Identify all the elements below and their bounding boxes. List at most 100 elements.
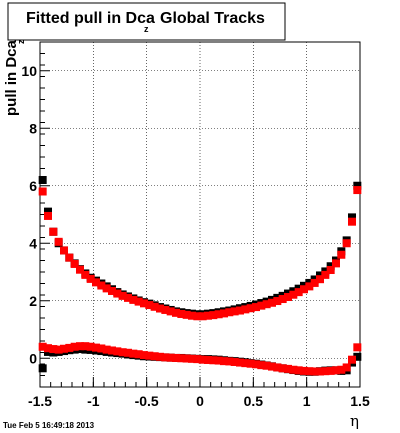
data-point [38,364,47,373]
data-point [70,342,79,351]
data-point [182,354,191,363]
y-axis-title: pull in Dca [3,40,20,117]
data-point [134,297,143,306]
data-point [76,265,84,274]
data-point [294,366,303,375]
data-point [220,309,228,318]
data-point [241,305,250,314]
data-point [326,265,335,274]
data-point [65,343,74,352]
series-mean-3 [38,342,362,376]
data-point [182,310,191,319]
data-point [289,365,298,374]
data-point [172,308,180,317]
data-point [81,342,90,351]
data-point [38,176,47,184]
data-point [81,270,90,279]
data-point [49,227,58,236]
data-point [321,270,330,279]
data-point [284,364,292,373]
data-point [273,363,282,372]
x-axis-title: η [350,412,359,430]
title-box [7,2,286,41]
data-point [113,289,122,298]
x-tick-labels: -1.5 -1 -0.5 0 0.5 1 1.5 [28,393,370,409]
data-point [209,356,218,365]
chart-title-subscript: z [144,24,149,34]
data-point [204,311,212,320]
data-point [268,298,276,307]
data-point [188,354,196,363]
x-tick-label: -1 [87,393,100,409]
x-tick-label: 0 [196,393,204,409]
data-point [54,237,63,246]
data-point [145,301,154,310]
x-tick-label: 1.5 [350,393,370,409]
data-point [166,353,175,362]
data-point [140,351,148,360]
data-point [140,299,148,308]
data-point [353,343,362,352]
data-point [38,187,47,196]
y-tick-label: 2 [29,293,37,309]
data-point [278,295,287,304]
data-point [97,344,106,353]
data-point [166,307,175,316]
data-point [193,355,202,364]
data-point [124,348,132,357]
chart-title-suffix: Global Tracks [160,10,265,27]
x-tick-label: 1 [303,393,311,409]
data-point [321,367,330,376]
data-point [92,343,100,352]
data-point [300,285,308,294]
data-point [102,345,111,354]
data-point [92,278,100,287]
data-point [129,349,138,358]
data-point [262,300,271,309]
data-point [161,353,170,362]
chart-title: Fitted pull in Dca [26,10,155,27]
data-point [214,356,223,365]
data-point [332,259,340,268]
data-point [54,345,63,354]
data-point [278,364,287,373]
data-point [316,367,324,376]
y-tick-labels: 0 2 4 6 8 10 [21,63,37,367]
data-point [177,309,186,318]
data-point [118,291,127,300]
data-point [332,366,340,375]
y-tick-label: 4 [29,235,37,251]
data-point [316,275,324,284]
data-point [49,345,58,354]
data-point [193,312,202,321]
data-point [86,274,95,283]
data-point [177,354,186,363]
data-point [353,186,362,195]
data-point [70,259,79,268]
data-point [230,357,239,366]
data-point [145,351,154,360]
data-point [150,302,159,311]
data-point [150,352,159,361]
data-point [284,293,292,302]
data-point [38,342,47,351]
data-point [108,346,116,355]
data-point [204,355,212,364]
x-tick-label: -0.5 [135,393,159,409]
x-tick-label: -1.5 [28,393,52,409]
data-points [38,176,362,376]
data-point [225,357,234,366]
data-point [44,207,52,216]
data-point [305,282,314,291]
data-point [134,350,143,359]
data-point [102,284,111,293]
data-point [156,304,164,313]
y-tick-label: 10 [21,63,37,79]
data-point [348,213,356,222]
data-point [236,306,244,315]
data-point [236,358,244,367]
data-point [161,305,170,314]
data-point [337,365,346,374]
data-point [300,366,308,375]
data-point [246,304,255,313]
